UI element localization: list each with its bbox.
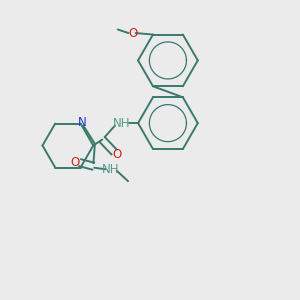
Text: N: N [78,116,86,129]
Text: O: O [71,156,80,169]
Text: NH: NH [102,163,119,176]
Text: NH: NH [113,117,130,130]
Text: O: O [128,27,138,40]
Text: O: O [112,148,121,161]
